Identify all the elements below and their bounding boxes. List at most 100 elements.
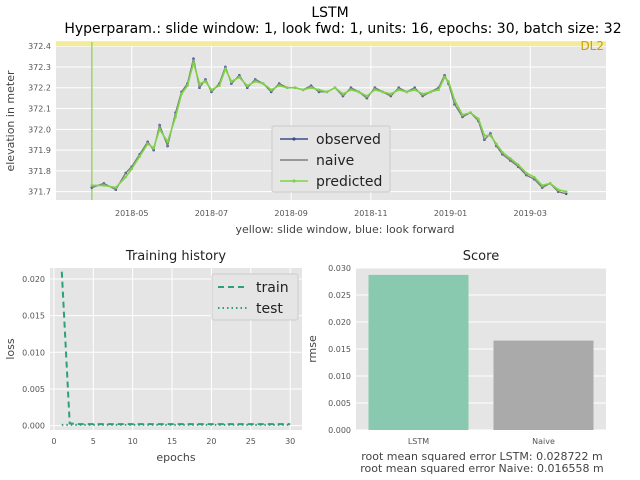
slide-window-band <box>56 41 606 47</box>
y-tick-label: 0.020 <box>22 275 45 284</box>
data-point-predicted <box>90 184 94 187</box>
x-tick-label: 2018-09 <box>274 209 307 218</box>
y-tick-label: 0.005 <box>328 399 351 408</box>
y-tick-label: 372.4 <box>28 42 51 51</box>
data-point-predicted <box>230 80 233 83</box>
data-point-predicted <box>517 163 520 166</box>
legend-marker-observed <box>292 137 296 141</box>
legend-label-naive: naive <box>316 153 354 169</box>
data-point-predicted <box>246 84 249 87</box>
data-point-predicted <box>192 61 195 65</box>
y-tick-label: 0.030 <box>328 264 351 273</box>
data-point-predicted <box>357 90 361 94</box>
y-tick-label: 371.8 <box>28 167 51 176</box>
y-tick-label: 371.9 <box>28 146 51 155</box>
legend-label-predicted: predicted <box>316 174 382 190</box>
data-point-predicted <box>509 157 512 160</box>
data-point-predicted <box>102 184 106 187</box>
data-point-predicted <box>429 90 432 94</box>
x-tick-label: 2018-05 <box>115 209 148 218</box>
y-tick-label: 0.015 <box>22 312 45 321</box>
rmse-caption-line: root mean squared error LSTM: 0.028722 m <box>361 450 603 463</box>
y-tick-label: 0.005 <box>22 385 45 394</box>
data-point-predicted <box>540 184 544 187</box>
data-point-predicted <box>301 88 305 92</box>
data-point-predicted <box>524 171 528 175</box>
data-point-predicted <box>146 142 149 146</box>
data-point-predicted <box>495 142 498 146</box>
x-tick-label: 10 <box>128 437 138 446</box>
y-tick-label: 0.010 <box>22 348 45 357</box>
figure-title: LSTM <box>311 5 348 21</box>
data-point-predicted <box>461 113 464 117</box>
data-point-predicted <box>469 111 472 114</box>
series-line-predicted <box>91 59 567 193</box>
y-axis-label: rmse <box>306 335 319 363</box>
x-axis-label: epochs <box>156 451 195 464</box>
data-point-predicted <box>138 155 141 158</box>
legend-marker-predicted <box>292 179 296 183</box>
x-tick-label: Naive <box>532 437 555 446</box>
legend-box <box>211 273 299 321</box>
data-point-predicted <box>158 128 161 131</box>
data-point-predicted <box>218 84 221 87</box>
data-point-predicted <box>349 88 353 92</box>
y-tick-label: 372.3 <box>28 63 51 72</box>
data-point-predicted <box>365 94 369 98</box>
data-point-predicted <box>325 90 329 94</box>
y-tick-label: 0.015 <box>328 345 351 354</box>
data-point-predicted <box>443 76 446 79</box>
data-point-predicted <box>180 92 183 96</box>
score-chart: Score 0.000 0.005 0.010 0.015 0.020 0.025 0.030… <box>306 249 606 475</box>
data-point-predicted <box>477 117 480 121</box>
data-point-predicted <box>333 86 337 90</box>
data-point-predicted <box>152 146 155 150</box>
y-tick-label: 372.2 <box>28 84 51 93</box>
y-tick-label: 372.1 <box>28 105 51 114</box>
legend-label-train: train <box>256 280 289 296</box>
figure-subtitle: Hyperparam.: slide window: 1, look fwd: … <box>64 21 621 37</box>
data-point-predicted <box>261 82 265 85</box>
data-point-predicted <box>238 76 241 79</box>
x-tick-label: 30 <box>285 437 295 446</box>
data-point-predicted <box>285 86 289 90</box>
data-point-predicted <box>293 86 297 90</box>
y-tick-label: 0.010 <box>328 372 351 381</box>
chart-title: Score <box>463 249 499 264</box>
data-point-predicted <box>224 67 227 71</box>
data-point-predicted <box>341 92 345 96</box>
data-point-predicted <box>204 80 207 83</box>
data-point-predicted <box>437 88 440 92</box>
x-tick-label: 2018-11 <box>354 209 387 218</box>
data-point-predicted <box>124 175 128 179</box>
x-axis-label: yellow: slide window, blue: look forward <box>235 223 454 236</box>
rmse-caption-line: root mean squared error Naive: 0.016558 … <box>360 462 604 475</box>
data-point-predicted <box>174 115 177 119</box>
data-point-predicted <box>564 190 568 193</box>
x-tick-label: 20 <box>206 437 216 446</box>
x-tick-label: 5 <box>91 437 96 446</box>
data-point-predicted <box>317 88 321 92</box>
training-history-chart: Training history 0 5 10 15 20 25 30 0.000 0.005 0.… <box>4 249 302 464</box>
bar-lstm <box>368 274 469 430</box>
data-point-predicted <box>447 80 450 83</box>
x-tick-label: 2019-01 <box>434 209 467 218</box>
legend-label-test: test <box>256 301 283 317</box>
x-tick-label: 2018-07 <box>195 209 228 218</box>
data-point-predicted <box>532 175 536 179</box>
data-point-predicted <box>548 182 552 185</box>
data-point-predicted <box>166 140 169 144</box>
data-point-predicted <box>186 84 189 87</box>
bar-naive <box>493 340 594 430</box>
data-point-predicted <box>405 90 409 94</box>
data-point-predicted <box>198 82 201 85</box>
x-tick-label: LSTM <box>408 437 429 446</box>
x-tick-label: 0 <box>51 437 56 446</box>
data-point-predicted <box>501 150 504 154</box>
x-tick-label: 25 <box>246 437 256 446</box>
legend-box <box>271 125 391 193</box>
legend-label-observed: observed <box>316 132 381 148</box>
y-tick-label: 372.0 <box>28 125 51 134</box>
data-point-predicted <box>253 80 257 83</box>
data-point-predicted <box>130 167 134 171</box>
